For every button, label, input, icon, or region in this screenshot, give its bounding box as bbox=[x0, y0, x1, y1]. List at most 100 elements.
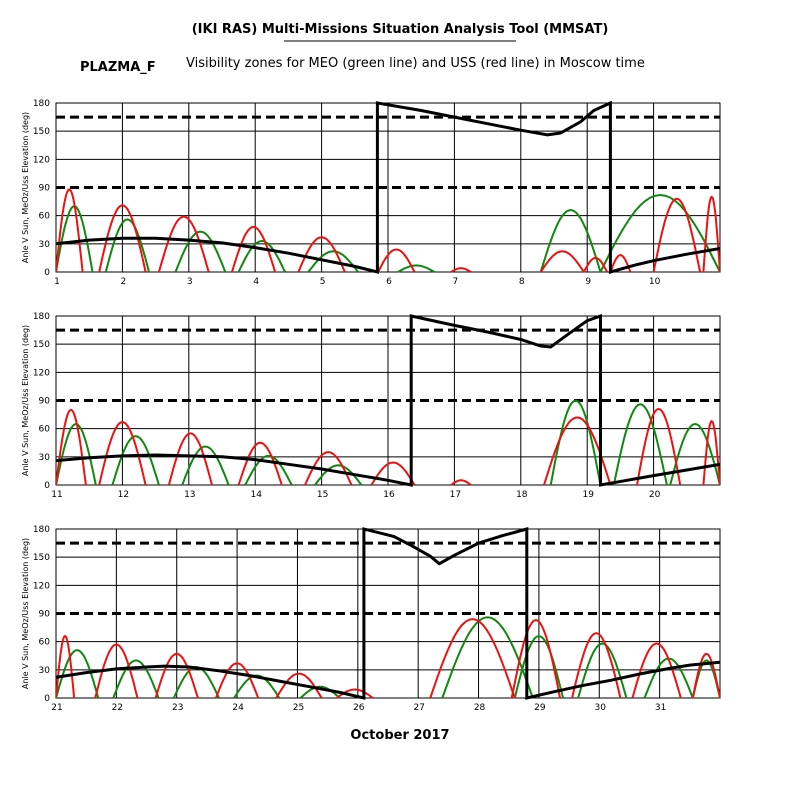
y-tick-label: 120 bbox=[33, 155, 50, 165]
chart-panel-2: 11 12 13 14 15 16 17 18 19 20 0 30 60 90 120 150 180Anle… bbox=[21, 312, 721, 500]
x-tick-label: 25 bbox=[293, 703, 304, 713]
x-tick-label: 29 bbox=[534, 703, 546, 713]
meo-visibility-pass bbox=[599, 193, 720, 273]
uss-visibility-pass bbox=[583, 256, 608, 273]
y-tick-label: 0 bbox=[44, 694, 50, 704]
uss-visibility-pass bbox=[429, 618, 516, 699]
x-tick-label: 1 bbox=[54, 277, 60, 287]
plot-frame bbox=[55, 102, 721, 273]
meo-visibility-pass bbox=[539, 208, 602, 273]
uss-visibility-pass bbox=[450, 267, 472, 273]
chart-subtitle: Visibility zones for MEO (green line) an… bbox=[186, 56, 645, 71]
x-tick-label: 7 bbox=[453, 277, 459, 287]
plot-frame bbox=[55, 315, 721, 486]
uss-visibility-pass bbox=[636, 407, 682, 486]
uss-visibility-pass bbox=[370, 461, 416, 486]
uss-visibility-pass bbox=[539, 250, 585, 273]
x-tick-label: 17 bbox=[450, 490, 461, 500]
x-tick-label: 28 bbox=[474, 703, 486, 713]
y-tick-label: 120 bbox=[33, 581, 50, 591]
meo-visibility-pass bbox=[441, 616, 534, 699]
meo-visibility-pass bbox=[56, 422, 97, 486]
x-tick-label: 20 bbox=[649, 490, 661, 500]
y-tick-label: 120 bbox=[33, 368, 50, 378]
x-tick-label: 18 bbox=[516, 490, 528, 500]
y-axis-label: Anle V Sun, MeOz/Uss Elevation (deg) bbox=[21, 112, 30, 263]
uss-visibility-pass bbox=[702, 419, 720, 486]
y-tick-label: 60 bbox=[39, 425, 51, 435]
x-tick-label: 21 bbox=[51, 703, 62, 713]
y-tick-label: 180 bbox=[33, 525, 50, 535]
y-tick-label: 90 bbox=[39, 184, 51, 194]
x-tick-label: 14 bbox=[250, 490, 262, 500]
uss-visibility-pass bbox=[275, 672, 323, 699]
x-tick-label: 19 bbox=[582, 490, 594, 500]
y-tick-label: 150 bbox=[33, 340, 50, 350]
x-tick-label: 24 bbox=[232, 703, 244, 713]
x-tick-label: 2 bbox=[121, 277, 127, 287]
uss-visibility-pass bbox=[56, 634, 76, 699]
y-tick-label: 180 bbox=[33, 312, 50, 322]
y-tick-label: 30 bbox=[39, 666, 51, 676]
uss-visibility-pass bbox=[215, 662, 260, 699]
meo-visibility-pass bbox=[174, 230, 227, 273]
x-tick-label: 11 bbox=[51, 490, 62, 500]
meo-visibility-pass bbox=[513, 634, 565, 699]
y-tick-label: 90 bbox=[39, 610, 51, 620]
y-axis-label: Anle V Sun, MeOz/Uss Elevation (deg) bbox=[21, 538, 30, 689]
x-tick-label: 15 bbox=[317, 490, 328, 500]
x-tick-label: 6 bbox=[386, 277, 392, 287]
y-tick-label: 0 bbox=[44, 481, 50, 491]
uss-visibility-pass bbox=[571, 632, 622, 699]
meo-visibility-pass bbox=[111, 435, 160, 486]
meo-visibility-pass bbox=[397, 264, 436, 273]
meo-visibility-pass bbox=[244, 454, 293, 486]
y-tick-label: 0 bbox=[44, 268, 50, 278]
sun-angle-line bbox=[56, 314, 720, 487]
y-tick-label: 150 bbox=[33, 553, 50, 563]
x-tick-label: 16 bbox=[383, 490, 395, 500]
meo-visibility-pass bbox=[307, 250, 359, 273]
x-tick-label: 8 bbox=[519, 277, 525, 287]
uss-visibility-pass bbox=[631, 642, 682, 699]
uss-visibility-pass bbox=[691, 652, 720, 699]
meo-visibility-pass bbox=[577, 642, 628, 699]
x-tick-label: 27 bbox=[413, 703, 424, 713]
x-tick-label: 30 bbox=[595, 703, 607, 713]
x-tick-label: 22 bbox=[112, 703, 123, 713]
uss-visibility-pass bbox=[510, 619, 561, 699]
x-tick-label: 5 bbox=[320, 277, 326, 287]
x-tick-label: 26 bbox=[353, 703, 365, 713]
uss-visibility-pass bbox=[609, 254, 632, 273]
plot-frame bbox=[55, 528, 721, 699]
y-tick-label: 90 bbox=[39, 397, 51, 407]
uss-visibility-pass bbox=[237, 441, 283, 486]
uss-visibility-pass bbox=[377, 248, 416, 273]
uss-visibility-pass bbox=[297, 236, 346, 273]
uss-visibility-pass bbox=[702, 195, 720, 273]
x-axis-label: October 2017 bbox=[350, 728, 449, 743]
y-tick-label: 30 bbox=[39, 240, 51, 250]
x-tick-label: 4 bbox=[253, 277, 259, 287]
meo-visibility-pass bbox=[112, 659, 160, 699]
uss-visibility-pass bbox=[167, 432, 213, 486]
uss-visibility-pass bbox=[157, 215, 210, 273]
uss-visibility-pass bbox=[154, 652, 199, 699]
meo-visibility-pass bbox=[56, 649, 100, 699]
x-tick-label: 3 bbox=[187, 277, 193, 287]
uss-visibility-pass bbox=[56, 408, 87, 486]
meo-visibility-pass bbox=[237, 239, 286, 273]
uss-visibility-pass bbox=[450, 479, 472, 486]
y-tick-label: 60 bbox=[39, 212, 51, 222]
sun-angle-line bbox=[56, 527, 720, 700]
y-tick-label: 30 bbox=[39, 453, 51, 463]
meo-visibility-pass bbox=[104, 218, 150, 273]
x-tick-label: 9 bbox=[585, 277, 591, 287]
y-axis-label: Anle V Sun, MeOz/Uss Elevation (deg) bbox=[21, 325, 30, 476]
sun-angle-line bbox=[56, 101, 720, 274]
y-tick-label: 150 bbox=[33, 127, 50, 137]
meo-visibility-pass bbox=[669, 422, 720, 486]
